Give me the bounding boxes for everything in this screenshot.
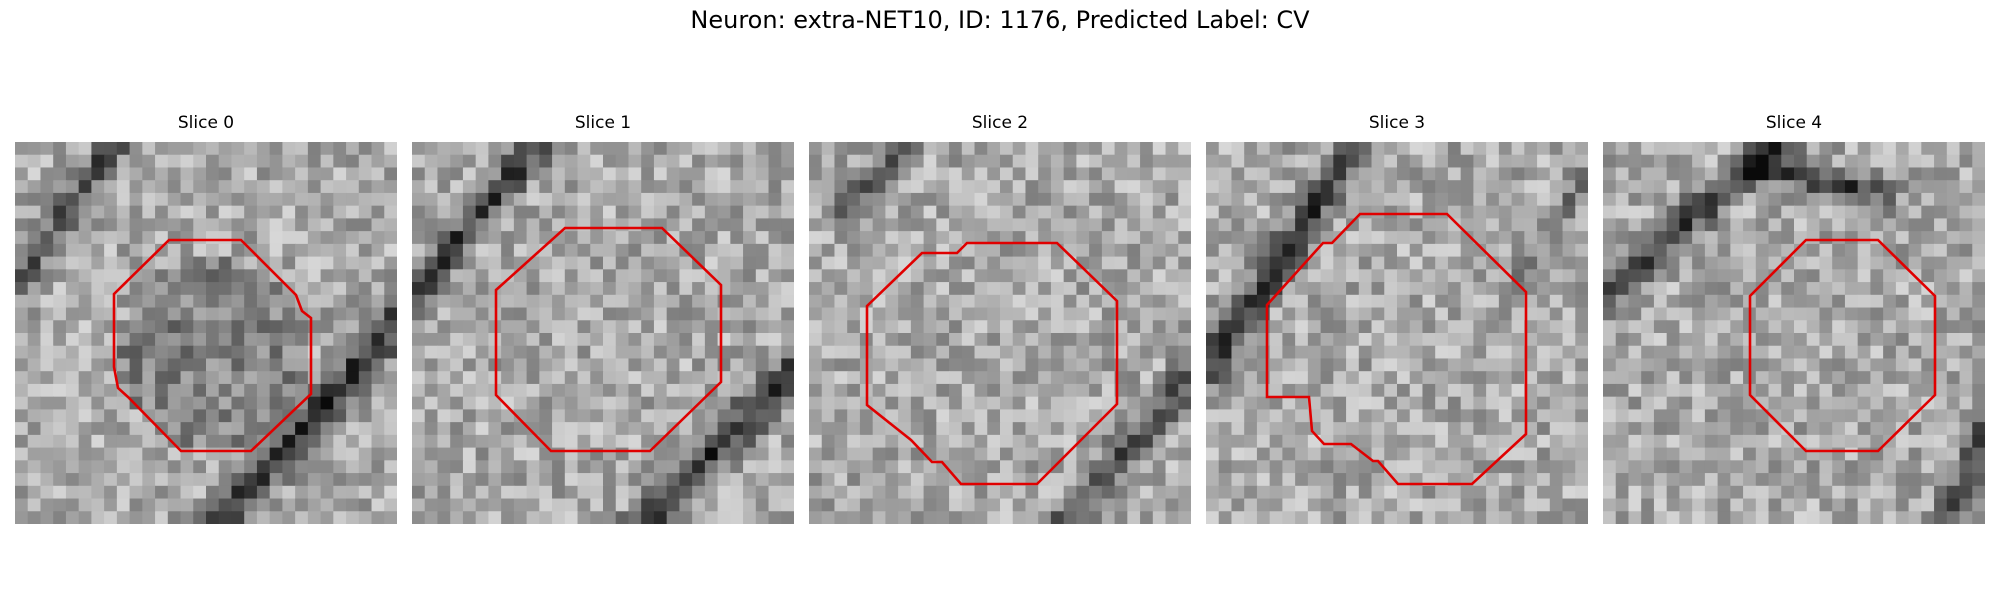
slice-panel: Slice 0 xyxy=(15,112,397,524)
slice-image xyxy=(1603,142,1985,524)
slice-title: Slice 3 xyxy=(1368,113,1426,133)
slice-title: Slice 1 xyxy=(574,113,632,133)
roi-outline xyxy=(112,238,313,453)
pixel-grid xyxy=(1206,142,1588,524)
roi-outline xyxy=(1265,212,1528,486)
slice-image xyxy=(1206,142,1588,524)
slice-title: Slice 2 xyxy=(971,113,1029,133)
roi-outline xyxy=(494,226,723,453)
slice-image xyxy=(412,142,794,524)
roi-outline xyxy=(865,241,1119,486)
slice-image xyxy=(809,142,1191,524)
figure-title: Neuron: extra-NET10, ID: 1176, Predicted… xyxy=(690,6,1310,34)
pixel-grid xyxy=(1603,142,1985,524)
roi-outline xyxy=(1748,238,1937,453)
slice-panel: Slice 1 xyxy=(412,112,794,524)
slice-panel: Slice 2 xyxy=(809,112,1191,524)
slice-title: Slice 0 xyxy=(177,113,235,133)
pixel-grid xyxy=(412,142,794,524)
slice-image xyxy=(15,142,397,524)
slice-panel: Slice 4 xyxy=(1603,112,1985,524)
slice-panel: Slice 3 xyxy=(1206,112,1588,524)
slice-title: Slice 4 xyxy=(1765,113,1823,133)
pixel-grid xyxy=(15,142,397,524)
